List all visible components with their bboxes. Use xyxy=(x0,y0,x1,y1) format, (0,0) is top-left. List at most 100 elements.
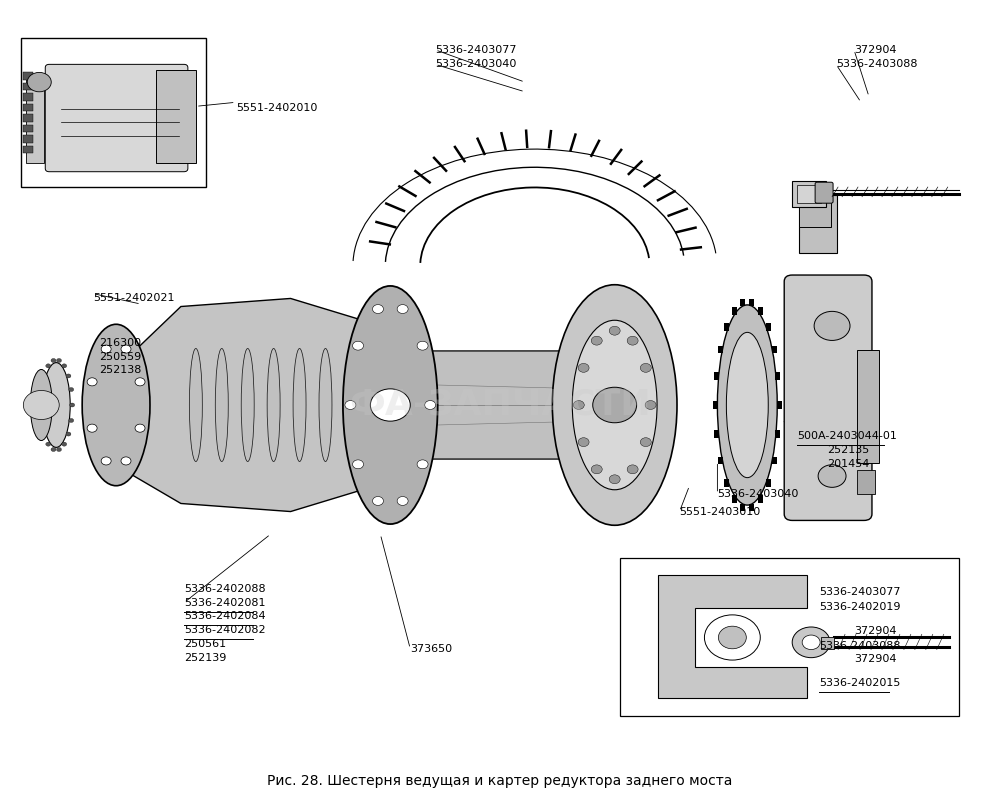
Text: 252139: 252139 xyxy=(184,653,226,663)
Circle shape xyxy=(135,424,145,433)
Bar xyxy=(724,323,729,330)
Ellipse shape xyxy=(241,348,254,462)
Circle shape xyxy=(135,377,145,386)
FancyBboxPatch shape xyxy=(45,64,188,172)
Circle shape xyxy=(38,403,43,407)
Circle shape xyxy=(640,437,651,446)
Circle shape xyxy=(51,359,56,363)
Bar xyxy=(758,496,763,503)
Text: 5336-2403088: 5336-2403088 xyxy=(819,641,901,650)
Circle shape xyxy=(704,615,760,660)
Bar xyxy=(714,373,719,380)
Circle shape xyxy=(62,442,67,446)
Circle shape xyxy=(353,341,364,350)
Circle shape xyxy=(593,387,637,423)
Text: 5336-2403077: 5336-2403077 xyxy=(819,587,901,597)
Bar xyxy=(758,307,763,314)
Ellipse shape xyxy=(552,285,677,525)
Circle shape xyxy=(101,345,111,353)
Circle shape xyxy=(578,364,589,373)
Text: 216300: 216300 xyxy=(99,338,141,347)
Circle shape xyxy=(46,364,51,368)
Circle shape xyxy=(66,432,71,436)
Circle shape xyxy=(640,364,651,373)
Bar xyxy=(23,114,33,122)
Bar xyxy=(732,307,737,314)
Circle shape xyxy=(370,389,410,421)
Bar xyxy=(799,195,837,254)
Text: 5336-2402082: 5336-2402082 xyxy=(184,625,266,635)
Circle shape xyxy=(609,475,620,484)
Text: Рис. 28. Шестерня ведущая и картер редуктора заднего моста: Рис. 28. Шестерня ведущая и картер редук… xyxy=(267,774,733,788)
Bar xyxy=(620,558,959,716)
Circle shape xyxy=(818,465,846,488)
Bar xyxy=(23,146,33,153)
Circle shape xyxy=(627,465,638,474)
Bar xyxy=(857,350,879,463)
Bar xyxy=(857,470,875,494)
Bar xyxy=(775,430,780,437)
Circle shape xyxy=(69,419,74,423)
FancyBboxPatch shape xyxy=(784,275,872,521)
Circle shape xyxy=(70,403,75,407)
Ellipse shape xyxy=(30,369,52,441)
Circle shape xyxy=(23,390,59,420)
Bar xyxy=(749,504,754,511)
Circle shape xyxy=(417,341,428,350)
Circle shape xyxy=(573,401,584,409)
Text: 372904: 372904 xyxy=(854,626,897,636)
Circle shape xyxy=(397,497,408,505)
Bar xyxy=(156,70,196,163)
Ellipse shape xyxy=(717,305,777,505)
Text: 5336-2402015: 5336-2402015 xyxy=(819,679,900,688)
Circle shape xyxy=(57,447,61,451)
Ellipse shape xyxy=(267,348,280,462)
Bar xyxy=(713,402,718,408)
Ellipse shape xyxy=(726,332,768,478)
Text: 373650: 373650 xyxy=(410,644,452,654)
Text: 5336-2403040: 5336-2403040 xyxy=(435,59,517,70)
Circle shape xyxy=(609,326,620,335)
Ellipse shape xyxy=(82,324,150,486)
Text: 5336-2402084: 5336-2402084 xyxy=(184,612,266,621)
Circle shape xyxy=(69,387,74,391)
Text: 5336-2403088: 5336-2403088 xyxy=(836,59,918,70)
Bar xyxy=(777,402,782,408)
Text: 252135: 252135 xyxy=(827,446,869,455)
Ellipse shape xyxy=(42,363,70,447)
Bar xyxy=(792,181,826,207)
Bar xyxy=(718,346,723,353)
Circle shape xyxy=(718,626,746,649)
Circle shape xyxy=(425,401,436,409)
Bar xyxy=(732,496,737,503)
Circle shape xyxy=(372,305,383,313)
Bar xyxy=(772,346,777,353)
Circle shape xyxy=(802,635,820,650)
Ellipse shape xyxy=(343,286,438,524)
Text: 5336-2403040: 5336-2403040 xyxy=(717,488,799,499)
Text: 372904: 372904 xyxy=(854,45,897,55)
Bar xyxy=(714,430,719,437)
Bar xyxy=(718,457,723,464)
Circle shape xyxy=(645,401,656,409)
Ellipse shape xyxy=(319,348,332,462)
Text: 5551-2402021: 5551-2402021 xyxy=(93,293,175,304)
Ellipse shape xyxy=(189,348,202,462)
Circle shape xyxy=(397,305,408,313)
Text: 5336-2402019: 5336-2402019 xyxy=(819,602,901,612)
Circle shape xyxy=(792,627,830,658)
Bar xyxy=(775,373,780,380)
Text: ФА-ЗАПЧАСТИ: ФА-ЗАПЧАСТИ xyxy=(349,388,651,422)
Circle shape xyxy=(417,460,428,469)
Bar xyxy=(23,135,33,143)
Circle shape xyxy=(57,359,61,363)
Text: 250559: 250559 xyxy=(99,352,141,361)
Circle shape xyxy=(46,442,51,446)
Bar xyxy=(23,125,33,132)
Circle shape xyxy=(27,72,51,92)
Ellipse shape xyxy=(572,320,657,490)
Bar xyxy=(740,504,745,511)
Bar xyxy=(21,38,206,187)
Ellipse shape xyxy=(293,348,306,462)
Text: 5551-2403010: 5551-2403010 xyxy=(680,506,761,517)
